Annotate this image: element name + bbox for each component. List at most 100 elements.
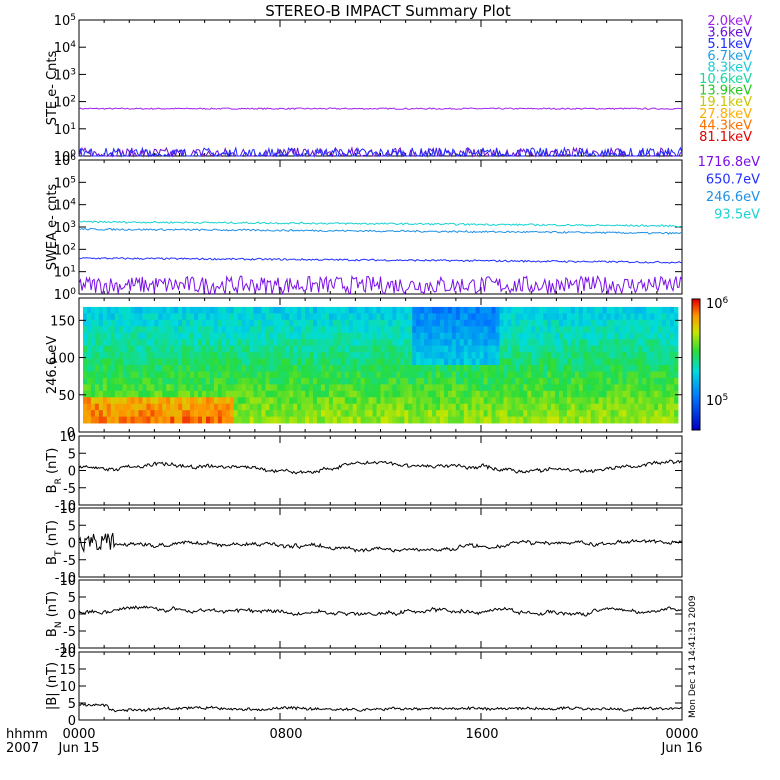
- heatmap-cell: [404, 410, 409, 418]
- heatmap-cell: [650, 306, 655, 314]
- heatmap-cell: [392, 332, 397, 340]
- heatmap-cell: [285, 306, 290, 314]
- heatmap-cell: [499, 403, 504, 411]
- heatmap-cell: [348, 384, 354, 392]
- heatmap-cell: [356, 416, 362, 424]
- heatmap-cell: [412, 384, 417, 392]
- heatmap-cell: [380, 313, 385, 321]
- heatmap-cell: [146, 377, 151, 385]
- heatmap-cell: [90, 384, 96, 392]
- heatmap-cell: [646, 339, 651, 347]
- heatmap-cell: [313, 397, 318, 405]
- heatmap-cell: [491, 397, 496, 405]
- heatmap-cell: [313, 313, 318, 321]
- heatmap-cell: [98, 352, 104, 359]
- heatmap-cell: [654, 345, 659, 353]
- heatmap-cell: [578, 397, 584, 405]
- heatmap-cell: [598, 410, 604, 418]
- heatmap-cell: [519, 397, 524, 405]
- heatmap-cell: [352, 377, 358, 385]
- heatmap-cell: [562, 313, 568, 321]
- heatmap-cell: [562, 332, 568, 340]
- heatmap-cell: [178, 390, 183, 398]
- heatmap-cell: [237, 397, 243, 405]
- heatmap-cell: [364, 358, 369, 366]
- heatmap-cell: [630, 358, 635, 366]
- heatmap-cell: [336, 326, 342, 334]
- heatmap-cell: [289, 377, 294, 385]
- heatmap-cell: [436, 403, 441, 411]
- heatmap-cell: [237, 345, 243, 353]
- heatmap-cell: [420, 352, 425, 359]
- heatmap-cell: [531, 416, 536, 424]
- heatmap-cell: [511, 319, 516, 327]
- heatmap-cell: [475, 403, 481, 411]
- heatmap-cell: [551, 403, 556, 411]
- heatmap-cell: [257, 403, 262, 411]
- heatmap-cell: [190, 371, 195, 379]
- heatmap-cell: [634, 365, 639, 372]
- heatmap-cell: [424, 326, 429, 334]
- heatmap-cell: [618, 371, 623, 379]
- heatmap-cell: [642, 345, 647, 353]
- heatmap-cell: [213, 339, 219, 347]
- heatmap-cell: [122, 326, 128, 334]
- colorbar-cell: [692, 364, 700, 368]
- heatmap-cell: [559, 416, 564, 424]
- heatmap-cell: [539, 306, 544, 314]
- heatmap-cell: [368, 390, 373, 398]
- heatmap-cell: [471, 377, 477, 385]
- heatmap-cell: [626, 332, 631, 340]
- heatmap-cell: [479, 339, 485, 347]
- heatmap-cell: [666, 416, 671, 424]
- heatmap-cell: [106, 345, 112, 353]
- heatmap-cell: [467, 365, 473, 372]
- heatmap-cell: [213, 358, 219, 366]
- heatmap-cell: [483, 410, 488, 418]
- heatmap-cell: [150, 397, 155, 405]
- panel-2-ytick-label: 100: [50, 352, 75, 367]
- heatmap-cell: [309, 319, 314, 327]
- heatmap-cell: [130, 358, 135, 366]
- heatmap-cell: [527, 319, 532, 327]
- heatmap-cell: [162, 319, 167, 327]
- heatmap-cell: [570, 339, 576, 347]
- heatmap-cell: [471, 390, 477, 398]
- heatmap-cell: [194, 403, 199, 411]
- heatmap-cell: [150, 410, 155, 418]
- heatmap-cell: [154, 371, 159, 379]
- heatmap-cell: [610, 332, 615, 340]
- heatmap-cell: [229, 377, 235, 385]
- heatmap-cell: [253, 403, 258, 411]
- heatmap-cell: [416, 403, 421, 411]
- heatmap-cell: [503, 352, 508, 359]
- heatmap-cell: [666, 365, 671, 372]
- heatmap-cell: [102, 377, 108, 385]
- heatmap-cell: [297, 365, 302, 372]
- heatmap-cell: [527, 332, 532, 340]
- heatmap-cell: [269, 319, 274, 327]
- heatmap-cell: [598, 332, 604, 340]
- heatmap-cell: [340, 377, 346, 385]
- heatmap-cell: [602, 365, 607, 372]
- heatmap-cell: [503, 326, 508, 334]
- heatmap-cell: [289, 339, 294, 347]
- heatmap-cell: [412, 339, 417, 347]
- heatmap-cell: [495, 410, 500, 418]
- heatmap-cell: [194, 365, 199, 372]
- heatmap-cell: [138, 403, 143, 411]
- heatmap-cell: [158, 313, 163, 321]
- heatmap-cell: [412, 345, 417, 353]
- heatmap-cell: [281, 313, 286, 321]
- heatmap-cell: [118, 397, 124, 405]
- heatmap-cell: [662, 371, 667, 379]
- heatmap-cell: [539, 313, 544, 321]
- heatmap-cell: [436, 326, 441, 334]
- heatmap-cell: [555, 416, 560, 424]
- heatmap-cell: [527, 410, 532, 418]
- heatmap-cell: [459, 365, 465, 372]
- heatmap-cell: [83, 332, 88, 340]
- colorbar-cell: [692, 325, 700, 328]
- heatmap-cell: [614, 339, 619, 347]
